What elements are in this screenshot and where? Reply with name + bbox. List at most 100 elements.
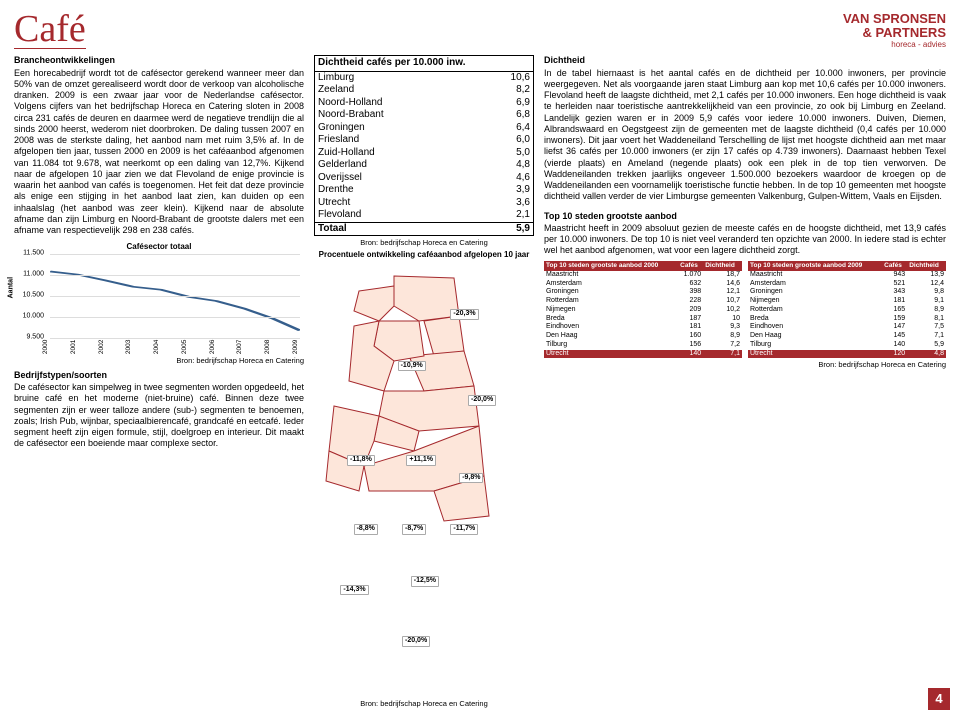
cell: Den Haag: [748, 332, 882, 341]
cell: Rotterdam: [748, 306, 882, 315]
cell: 181: [882, 297, 907, 306]
table-row: Flevoland2,1: [315, 209, 534, 222]
map-label: -9,8%: [459, 473, 483, 484]
x-tick: 2005: [181, 340, 189, 354]
x-tick: 2003: [125, 340, 133, 354]
table-row: Den Haag1457,1: [748, 332, 946, 341]
cell: 228: [678, 297, 703, 306]
table-source: Bron: bedrijfschap Horeca en Catering: [314, 238, 534, 247]
table-row: Gelderland4,8: [315, 159, 534, 172]
map-source: Bron: bedrijfschap Horeca en Catering: [314, 699, 534, 708]
cell: Noord-Brabant: [315, 109, 476, 122]
cell: 159: [882, 315, 907, 324]
province-shape: [394, 276, 459, 321]
table-row: Friesland6,0: [315, 134, 534, 147]
y-tick: 11.500: [23, 250, 44, 259]
section-title: Brancheontwikkelingen: [14, 55, 304, 66]
x-tick: 2001: [70, 340, 78, 354]
table-row: Noord-Brabant6,8: [315, 109, 534, 122]
cell: Noord-Holland: [315, 97, 476, 110]
cell: 8,2: [476, 84, 534, 97]
cell: Drenthe: [315, 184, 476, 197]
cell: 9,8: [907, 288, 946, 297]
cell: 7,1: [907, 332, 946, 341]
x-tick: 2004: [153, 340, 161, 354]
cell: 6,9: [476, 97, 534, 110]
cell: Groningen: [315, 122, 476, 135]
cell: 187: [678, 315, 703, 324]
cell: 10,6: [476, 71, 534, 84]
x-tick: 2000: [42, 340, 50, 354]
map-label: -11,7%: [450, 524, 478, 535]
x-tick: 2009: [292, 340, 300, 354]
paragraph: De cafésector kan simpelweg in twee segm…: [14, 382, 304, 450]
y-tick: 10.000: [23, 313, 44, 322]
cell: Utrecht: [315, 197, 476, 210]
chart-source: Bron: bedrijfschap Horeca en Catering: [14, 356, 304, 365]
cell: 13,9: [907, 271, 946, 280]
table-row: Breda18710: [544, 315, 742, 324]
brand-sub: horeca - advies: [843, 41, 946, 50]
cell: 343: [882, 288, 907, 297]
cell: 943: [882, 271, 907, 280]
section-title: Dichtheid: [544, 55, 946, 66]
map-label: -12,5%: [411, 576, 439, 587]
cell: 120: [882, 350, 907, 359]
cell: 8,1: [907, 315, 946, 324]
cell: 147: [882, 323, 907, 332]
table-row: Maastricht94313,9: [748, 271, 946, 280]
header: Café VAN SPRONSEN & PARTNERS horeca - ad…: [14, 12, 946, 49]
cell: 2,1: [476, 209, 534, 222]
map-label: -11,8%: [347, 455, 375, 466]
th: Cafés: [678, 261, 703, 271]
cell: Breda: [544, 315, 678, 324]
map-label: -8,7%: [402, 524, 426, 535]
body-text: Maastricht heeft in 2009 absoluut gezien…: [544, 223, 946, 257]
cell: 8,9: [907, 306, 946, 315]
cell: Eindhoven: [544, 323, 678, 332]
table-row: Totaal5,9: [315, 222, 534, 236]
map-label: -20,0%: [468, 395, 496, 406]
cell: 3,9: [476, 184, 534, 197]
th: Dichtheid: [703, 261, 742, 271]
body-text: Een horecabedrijf wordt tot de cafésecto…: [14, 68, 304, 237]
cell: 6,8: [476, 109, 534, 122]
cell: 9,1: [907, 297, 946, 306]
density-title: Dichtheid cafés per 10.000 inw.: [315, 56, 534, 72]
cell: Amsterdam: [544, 280, 678, 289]
table-row: Rotterdam22810,7: [544, 297, 742, 306]
column-middle: Dichtheid cafés per 10.000 inw. Limburg1…: [314, 55, 534, 708]
page: Café VAN SPRONSEN & PARTNERS horeca - ad…: [0, 0, 960, 716]
th: Dichtheid: [907, 261, 946, 271]
cell: Groningen: [544, 288, 678, 297]
column-right: Dichtheid In de tabel hiernaast is het a…: [544, 55, 946, 708]
cell: Tilburg: [544, 341, 678, 350]
map-wrap: -20,3%-10,9%-20,0%-11,8%+11,1%-9,8%-8,8%…: [314, 266, 534, 697]
province-shape: [424, 316, 464, 356]
cell: Totaal: [315, 222, 476, 236]
cell: 12,1: [703, 288, 742, 297]
paragraph: Maastricht heeft in 2009 absoluut gezien…: [544, 223, 946, 257]
cell: 18,7: [703, 271, 742, 280]
cell: 4,6: [476, 172, 534, 185]
columns: Brancheontwikkelingen Een horecabedrijf …: [14, 55, 946, 708]
table-row: Amsterdam63214,6: [544, 280, 742, 289]
cell: 5,9: [476, 222, 534, 236]
cell: 160: [678, 332, 703, 341]
brand-line: & PARTNERS: [843, 26, 946, 40]
cell: 10,2: [703, 306, 742, 315]
column-left: Brancheontwikkelingen Een horecabedrijf …: [14, 55, 304, 708]
top10-table-2009: Top 10 steden grootste aanbod 2009 Cafés…: [748, 261, 946, 359]
cell: Breda: [748, 315, 882, 324]
cell: 1.070: [678, 271, 703, 280]
cell: 10: [703, 315, 742, 324]
map-label: -10,9%: [398, 361, 426, 372]
cell: Maastricht: [748, 271, 882, 280]
cell: Utrecht: [544, 350, 678, 359]
cell: 12,4: [907, 280, 946, 289]
cell: Flevoland: [315, 209, 476, 222]
cell: Nijmegen: [544, 306, 678, 315]
section-title: Top 10 steden grootste aanbod: [544, 211, 946, 222]
table-row: Groningen6,4: [315, 122, 534, 135]
table-row: Amsterdam52112,4: [748, 280, 946, 289]
